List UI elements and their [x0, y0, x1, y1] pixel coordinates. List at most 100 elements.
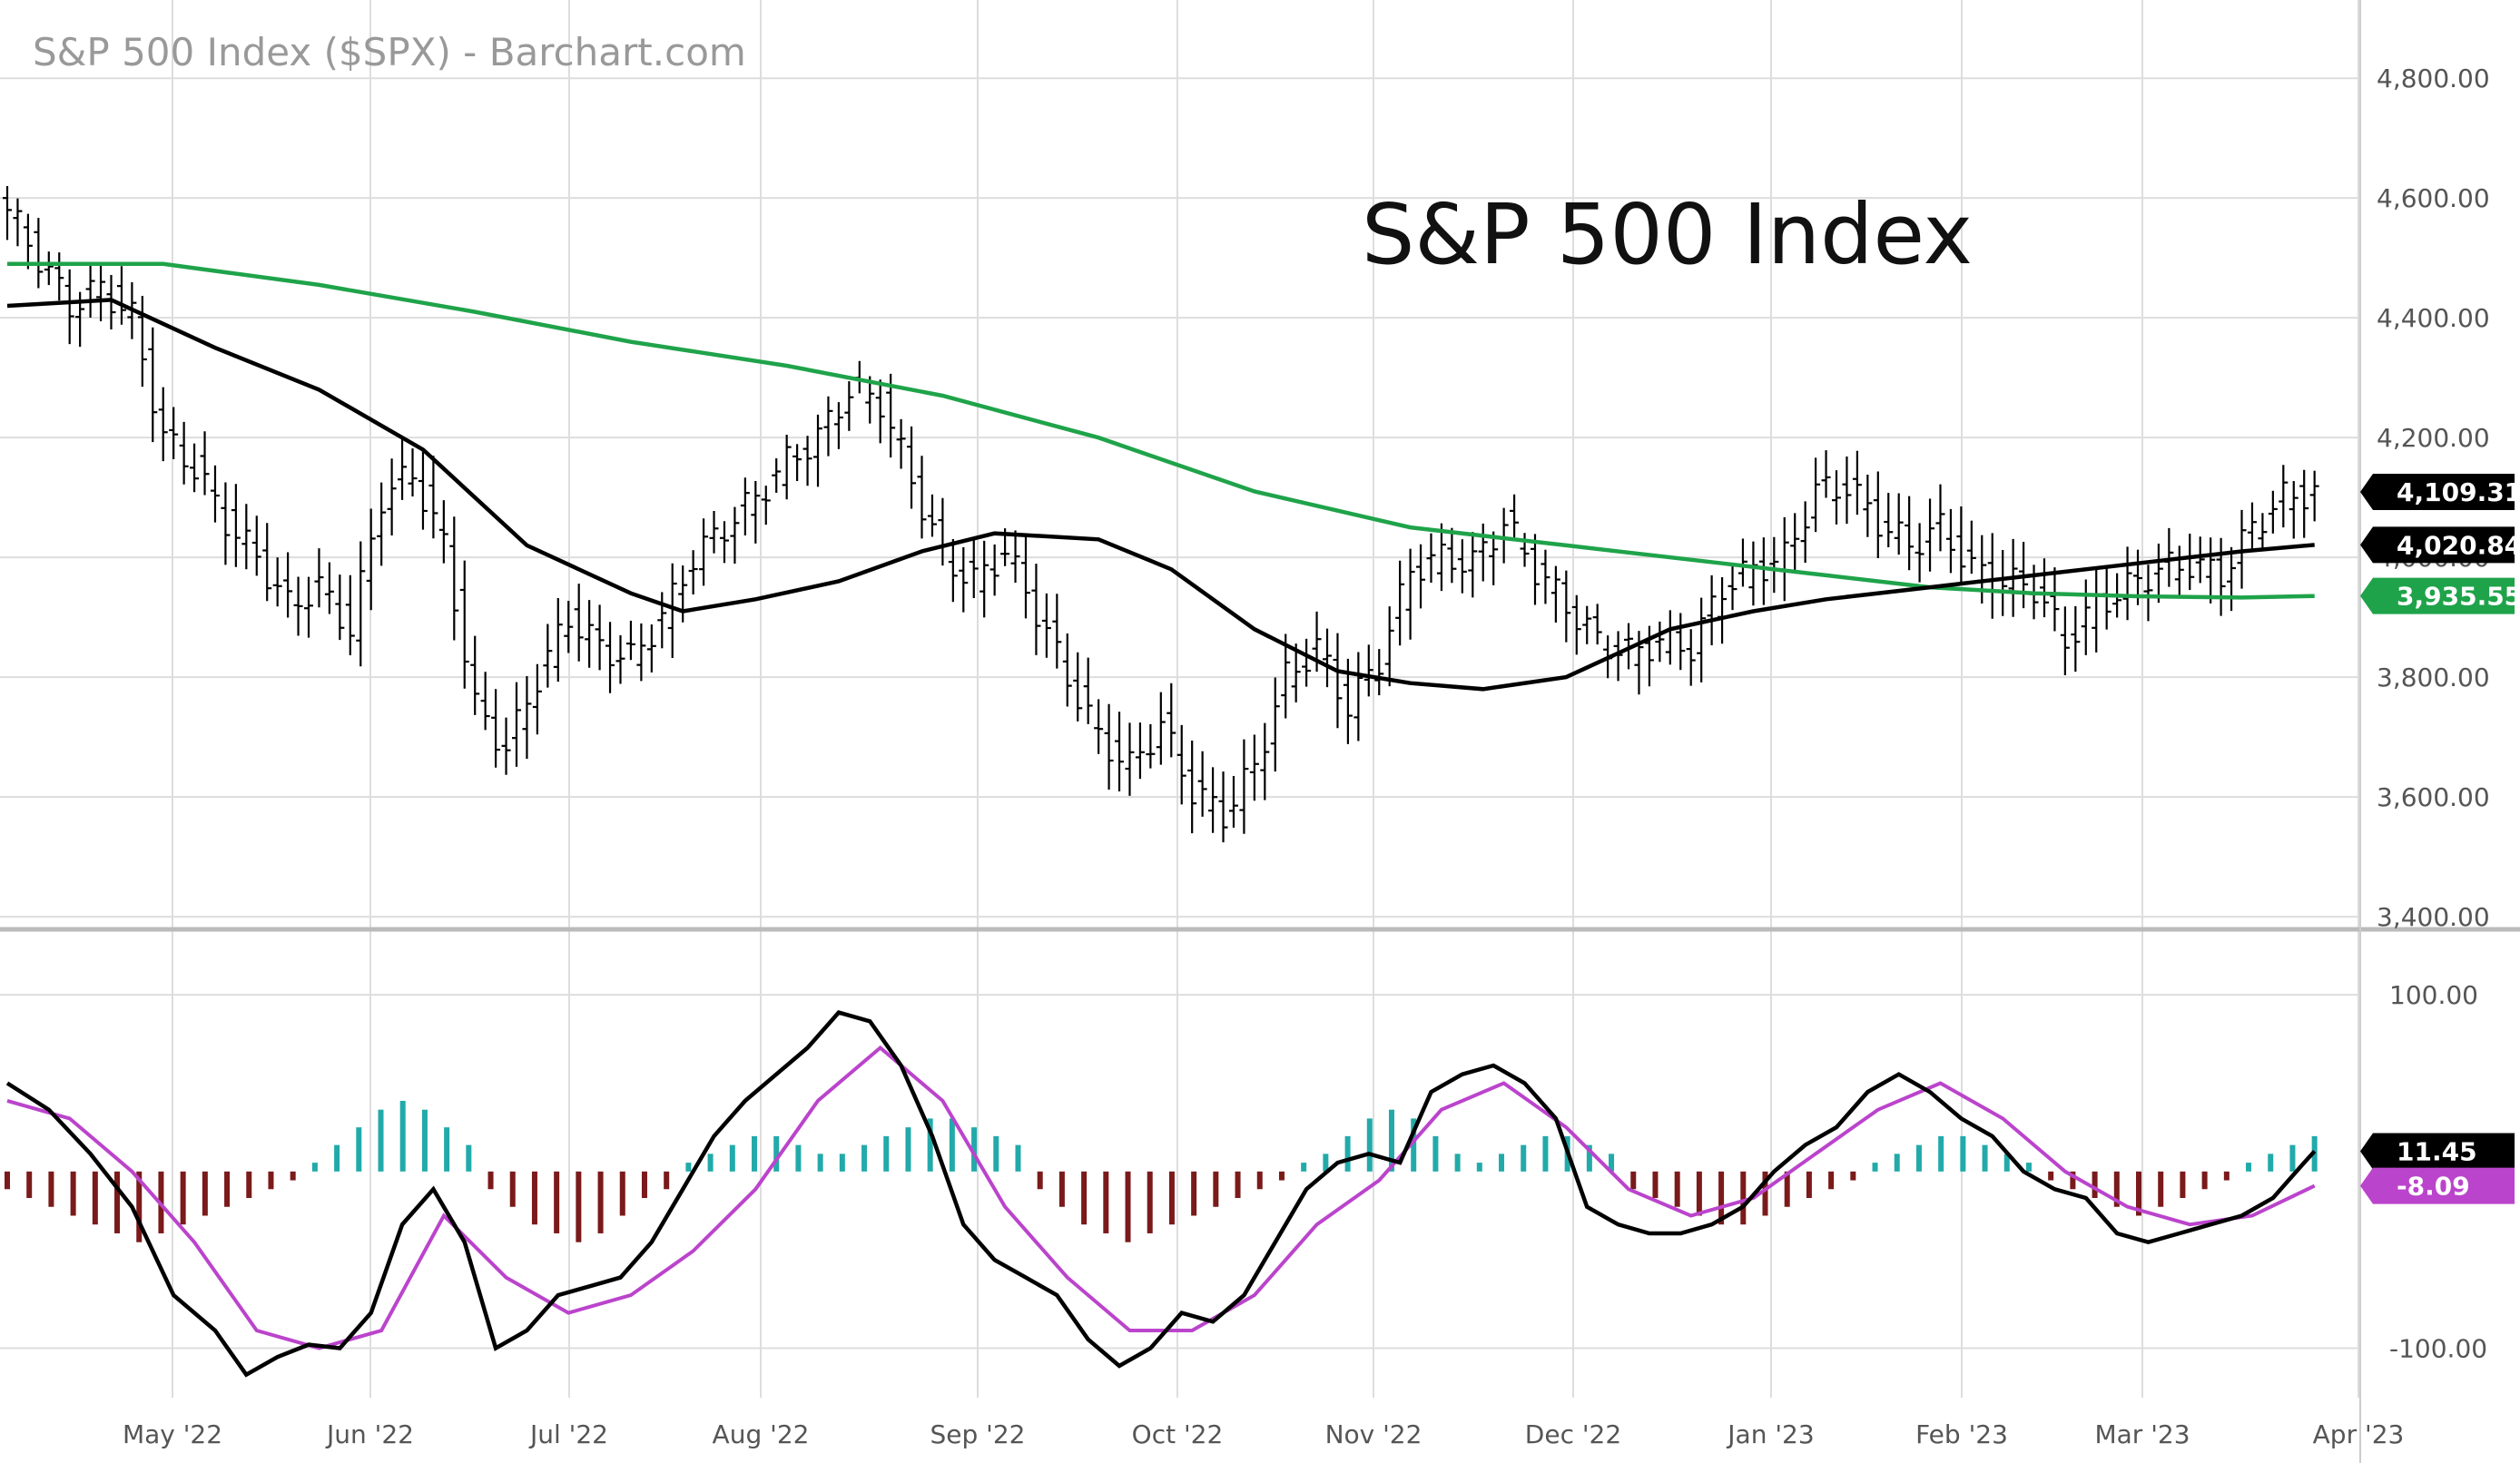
- histogram-bar: [1476, 1163, 1482, 1172]
- histogram-bar: [1828, 1171, 1835, 1190]
- price-bar: [1384, 606, 1394, 687]
- price-bar: [356, 541, 366, 667]
- price-bar: [709, 511, 719, 554]
- histogram-bar: [993, 1135, 999, 1172]
- price-bar: [1520, 533, 1530, 567]
- price-bar: [1894, 493, 1904, 555]
- histogram-bar: [1806, 1171, 1812, 1199]
- price-bar: [148, 327, 158, 443]
- price-bar: [1821, 450, 1831, 498]
- price-bar: [1925, 498, 1935, 572]
- x-tick-label: Oct '22: [1132, 1419, 1224, 1449]
- price-bar: [2268, 490, 2278, 534]
- x-tick-label: May '22: [123, 1419, 222, 1449]
- histogram-bar: [1278, 1171, 1285, 1181]
- histogram-bar: [444, 1127, 450, 1172]
- price-bar: [34, 218, 44, 289]
- histogram-bar: [1388, 1109, 1394, 1172]
- price-bar: [1104, 703, 1114, 790]
- macd-y-tick-label: 100.00: [2389, 980, 2478, 1010]
- price-bar: [595, 604, 605, 671]
- price-bar: [1187, 740, 1197, 834]
- histogram-bar: [619, 1171, 625, 1216]
- price-bar: [761, 486, 771, 525]
- histogram-bar: [2070, 1171, 2076, 1190]
- histogram-bar: [2092, 1171, 2098, 1199]
- histogram-bar: [1521, 1144, 1527, 1172]
- price-bar: [2247, 502, 2257, 553]
- histogram-bar: [1674, 1171, 1680, 1207]
- price-bar: [553, 598, 563, 682]
- price-bar: [1489, 531, 1499, 585]
- price-bar: [1052, 594, 1062, 669]
- price-bar: [1020, 536, 1030, 619]
- histogram-bar: [399, 1100, 406, 1172]
- price-bar: [959, 547, 969, 613]
- price-bar: [1323, 628, 1333, 688]
- histogram-bar: [2180, 1171, 2186, 1199]
- price-bar: [1176, 724, 1186, 805]
- price-bar: [907, 426, 917, 509]
- price-bar: [1405, 548, 1415, 640]
- price-bar: [792, 444, 802, 482]
- x-tick-label: Jan '23: [1726, 1419, 1814, 1449]
- histogram-bar: [641, 1171, 647, 1199]
- price-bar: [169, 407, 179, 459]
- price-bar: [2039, 558, 2049, 618]
- price-bar: [1457, 539, 1467, 594]
- price-bar: [1790, 513, 1800, 574]
- histogram-bar: [1652, 1171, 1659, 1199]
- price-bar: [1239, 739, 1249, 834]
- histogram-bar: [927, 1118, 933, 1172]
- price-bars: [3, 185, 2319, 843]
- price-bar: [1135, 722, 1145, 780]
- histogram-bar: [576, 1171, 582, 1242]
- x-tick-label: Feb '23: [1915, 1419, 2008, 1449]
- price-bar: [1561, 570, 1571, 643]
- histogram-bar: [1432, 1135, 1439, 1172]
- price-bar: [2299, 469, 2309, 538]
- price-bar: [1697, 597, 1707, 682]
- price-bar: [2071, 605, 2081, 673]
- histogram-bar: [1015, 1144, 1021, 1172]
- price-bar: [1863, 475, 1873, 537]
- price-bar: [2102, 566, 2111, 630]
- histogram-bar: [268, 1171, 274, 1190]
- price-bar: [314, 548, 324, 608]
- histogram-bar: [246, 1171, 252, 1199]
- price-bar: [1779, 516, 1789, 602]
- price-bar: [1291, 643, 1301, 702]
- price-bar: [335, 574, 345, 641]
- price-bar: [1302, 638, 1312, 687]
- histogram-bar: [378, 1109, 384, 1172]
- histogram-bar: [1344, 1135, 1351, 1172]
- histogram-bar: [1366, 1118, 1373, 1172]
- chart-annotation: S&P 500 Index: [1362, 186, 1973, 283]
- price-bar: [1031, 564, 1041, 655]
- x-tick-label: Jul '22: [528, 1419, 608, 1449]
- price-bar: [221, 482, 231, 565]
- price-bar: [262, 523, 272, 602]
- histogram-bar: [311, 1163, 318, 1172]
- price-bar: [1416, 544, 1426, 609]
- price-bar: [324, 562, 334, 614]
- macd-value-tag: 11.45: [2360, 1133, 2515, 1170]
- price-value-tag: 3,935.55: [2360, 577, 2520, 614]
- price-bar: [1115, 712, 1125, 792]
- macd-line: [5, 1010, 2317, 1378]
- price-bar: [574, 584, 584, 662]
- price-bar: [345, 574, 355, 656]
- price-bar: [293, 576, 303, 636]
- price-bar: [1737, 538, 1747, 587]
- price-bar: [625, 620, 635, 661]
- price-bar: [449, 516, 459, 641]
- price-bar: [470, 635, 480, 715]
- price-bar: [1468, 532, 1478, 598]
- price-bar: [1571, 594, 1581, 655]
- signal-line: [6, 1045, 2316, 1350]
- price-bar: [64, 269, 74, 345]
- price-bar: [1832, 470, 1842, 525]
- time-x-axis: May '22 Jun '22 Jul '22 Aug '22 Sep '22 Oct '…: [123, 1419, 2404, 1449]
- price-bar: [2092, 567, 2102, 653]
